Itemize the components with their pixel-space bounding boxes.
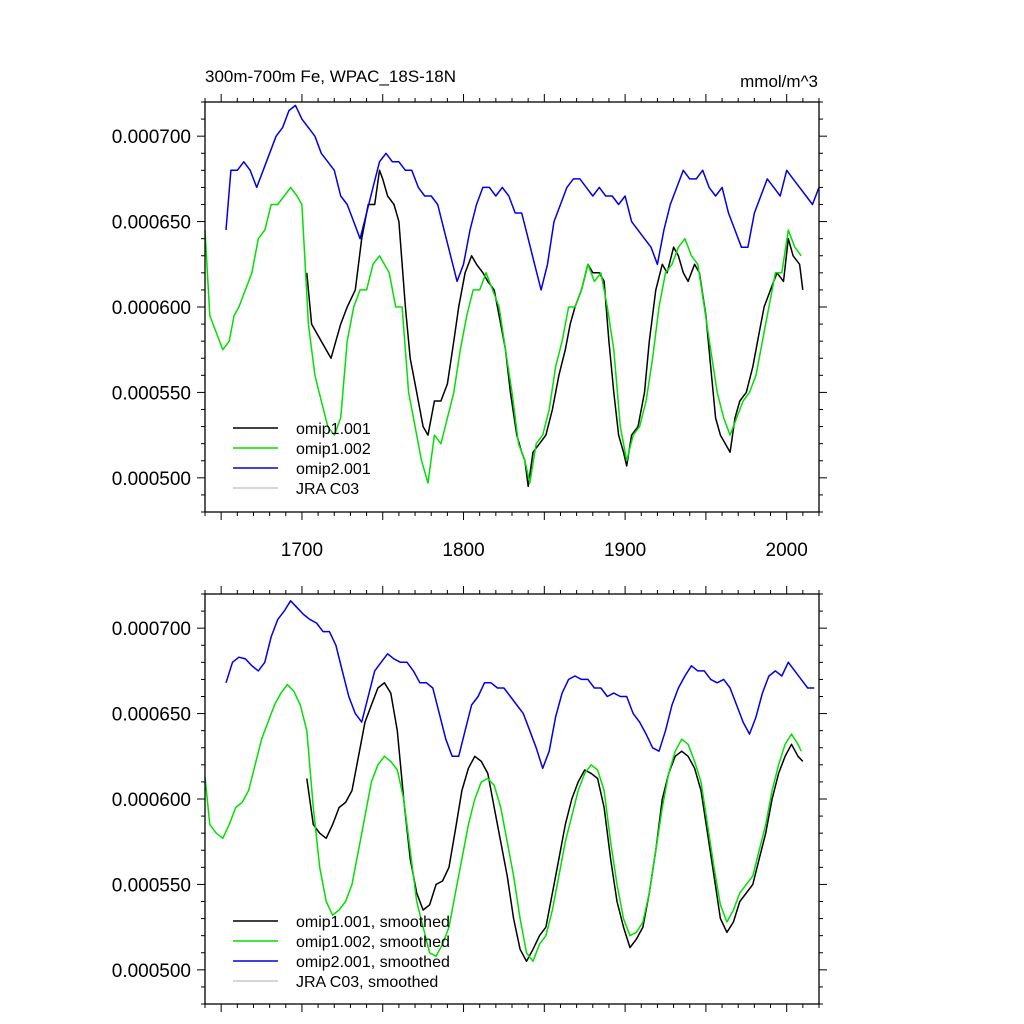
- bottom-panel-y-tick-label: 0.000650: [112, 705, 191, 726]
- top-panel-y-tick-label: 0.000500: [112, 469, 191, 490]
- top-panel-series: [204, 104, 820, 488]
- top-panel-x-tick-label: 1900: [604, 540, 646, 561]
- bottom-panel-series: [204, 600, 815, 963]
- bottom-panel-y-tick-label: 0.000550: [112, 875, 191, 896]
- top-panel-series-line-0: [306, 169, 804, 488]
- bottom-panel-legend-label-2: omip2.001, smoothed: [296, 954, 450, 971]
- top-panel-legend-label-1: omip1.002: [296, 441, 371, 458]
- bottom-panel-legend-label-1: omip1.002, smoothed: [296, 934, 450, 951]
- bottom-panel-series-line-1: [204, 683, 802, 963]
- bottom-panel-y-tick-label: 0.000600: [112, 790, 191, 811]
- top-panel-y-tick-label: 0.000650: [112, 213, 191, 234]
- bottom-panel-legend: omip1.001, smoothed omip1.002, smoothed om…: [233, 914, 450, 991]
- bottom-panel-series-line-0: [306, 682, 804, 963]
- top-panel-x-tick-label: 2000: [766, 540, 808, 561]
- top-panel-y-tick-label: 0.000600: [112, 298, 191, 319]
- bottom-panel-legend-label-0: omip1.001, smoothed: [296, 914, 450, 931]
- top-panel-y-tick-label: 0.000550: [112, 383, 191, 404]
- top-panel-units: mmol/m^3: [740, 72, 818, 91]
- bottom-panel-y-tick-label: 0.000500: [112, 961, 191, 982]
- top-panel-x-tick-label: 1800: [442, 540, 484, 561]
- top-panel-series-line-2: [225, 104, 820, 291]
- top-panel-ticks: 0.000500 0.000550 0.000600 0.000650 0.000700…: [112, 94, 827, 561]
- top-panel-y-tick-label: 0.000700: [112, 127, 191, 148]
- top-panel-legend-label-0: omip1.001: [296, 421, 371, 438]
- top-panel-legend-label-3: JRA C03: [296, 481, 359, 498]
- bottom-panel: 0.000500 0.000550 0.000600 0.000650 0.000700…: [112, 586, 827, 1012]
- top-panel-series-line-1: [204, 186, 802, 484]
- bottom-panel-legend-label-3: JRA C03, smoothed: [296, 974, 438, 991]
- bottom-panel-y-tick-label: 0.000700: [112, 619, 191, 640]
- bottom-panel-ticks: 0.000500 0.000550 0.000600 0.000650 0.000700: [112, 586, 827, 1012]
- bottom-panel-series-line-2: [225, 600, 815, 770]
- top-panel-legend: omip1.001 omip1.002 omip2.001 JRA C03: [233, 421, 371, 498]
- top-panel-legend-label-2: omip2.001: [296, 461, 371, 478]
- top-panel-title: 300m-700m Fe, WPAC_18S-18N: [205, 67, 456, 86]
- top-panel-x-tick-label: 1700: [281, 540, 323, 561]
- top-panel: 300m-700m Fe, WPAC_18S-18N mmol/m^3 0.00…: [112, 67, 827, 561]
